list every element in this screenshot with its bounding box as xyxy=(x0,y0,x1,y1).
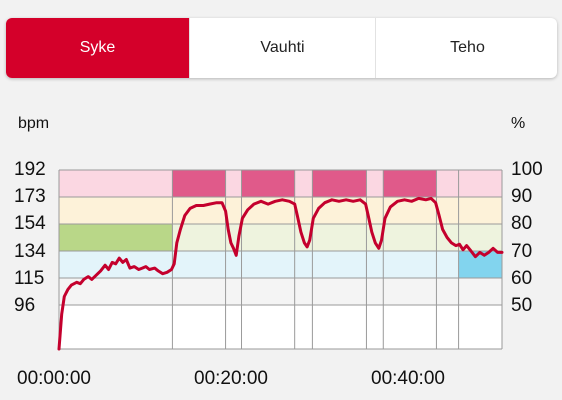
y-tick-label-right: 50 xyxy=(511,295,533,316)
y-tick-label-right: 100 xyxy=(511,159,543,180)
zone-band xyxy=(241,224,295,251)
y-tick-label-right: 60 xyxy=(511,268,533,289)
zone-band xyxy=(172,278,226,305)
zone-band xyxy=(241,170,295,197)
zone-band xyxy=(172,197,226,224)
zone-band xyxy=(383,170,437,197)
tab-syke[interactable]: Syke xyxy=(6,18,190,78)
x-tick-label: 00:20:00 xyxy=(194,368,268,389)
zone-band xyxy=(436,251,459,278)
zone-band xyxy=(225,278,242,305)
zone-band xyxy=(436,197,459,224)
zone-band xyxy=(312,224,367,251)
zone-band xyxy=(294,278,313,305)
zone-band xyxy=(383,251,437,278)
zone-band xyxy=(458,197,502,224)
zone-band xyxy=(225,251,242,278)
zone-band xyxy=(241,251,295,278)
x-tick-label: 00:00:00 xyxy=(17,368,91,389)
zone-band xyxy=(225,170,242,197)
zone-band xyxy=(241,278,295,305)
zone-band xyxy=(172,251,226,278)
zone-band xyxy=(59,197,173,224)
zone-band xyxy=(312,251,367,278)
zone-band xyxy=(172,170,226,197)
zone-band xyxy=(59,170,173,197)
zone-band xyxy=(366,197,384,224)
zone-band xyxy=(294,170,313,197)
y-axis-unit-bpm: bpm xyxy=(18,115,50,132)
zone-band xyxy=(436,170,459,197)
y-tick-label-right: 80 xyxy=(511,213,533,234)
zone-band xyxy=(312,278,367,305)
zone-band xyxy=(312,170,367,197)
zone-band xyxy=(458,170,502,197)
zone-band xyxy=(366,251,384,278)
metric-tabs: Syke Vauhti Teho xyxy=(6,18,557,78)
x-tick-label: 00:40:00 xyxy=(371,368,445,389)
zone-band xyxy=(383,278,437,305)
zone-band xyxy=(458,278,502,305)
y-tick-label-right: 90 xyxy=(511,186,533,207)
y-tick-label-left: 134 xyxy=(14,241,46,262)
y-axis-unit-percent: % xyxy=(511,115,526,132)
tab-teho[interactable]: Teho xyxy=(450,39,485,56)
y-tick-label-left: 154 xyxy=(14,213,46,234)
zone-band xyxy=(383,224,437,251)
y-tick-label-left: 192 xyxy=(14,159,46,180)
zone-band xyxy=(225,197,242,224)
y-tick-label-right: 70 xyxy=(511,241,533,262)
zone-band xyxy=(366,278,384,305)
zone-band xyxy=(59,224,173,251)
zone-band xyxy=(294,251,313,278)
tab-vauhti[interactable]: Vauhti xyxy=(190,18,376,78)
zone-band xyxy=(458,251,502,278)
zone-band xyxy=(366,170,384,197)
zone-band xyxy=(436,278,459,305)
heart-rate-line xyxy=(57,196,504,351)
y-tick-label-left: 173 xyxy=(14,186,46,207)
y-tick-label-left: 96 xyxy=(14,295,36,316)
y-tick-label-left: 115 xyxy=(14,268,45,289)
